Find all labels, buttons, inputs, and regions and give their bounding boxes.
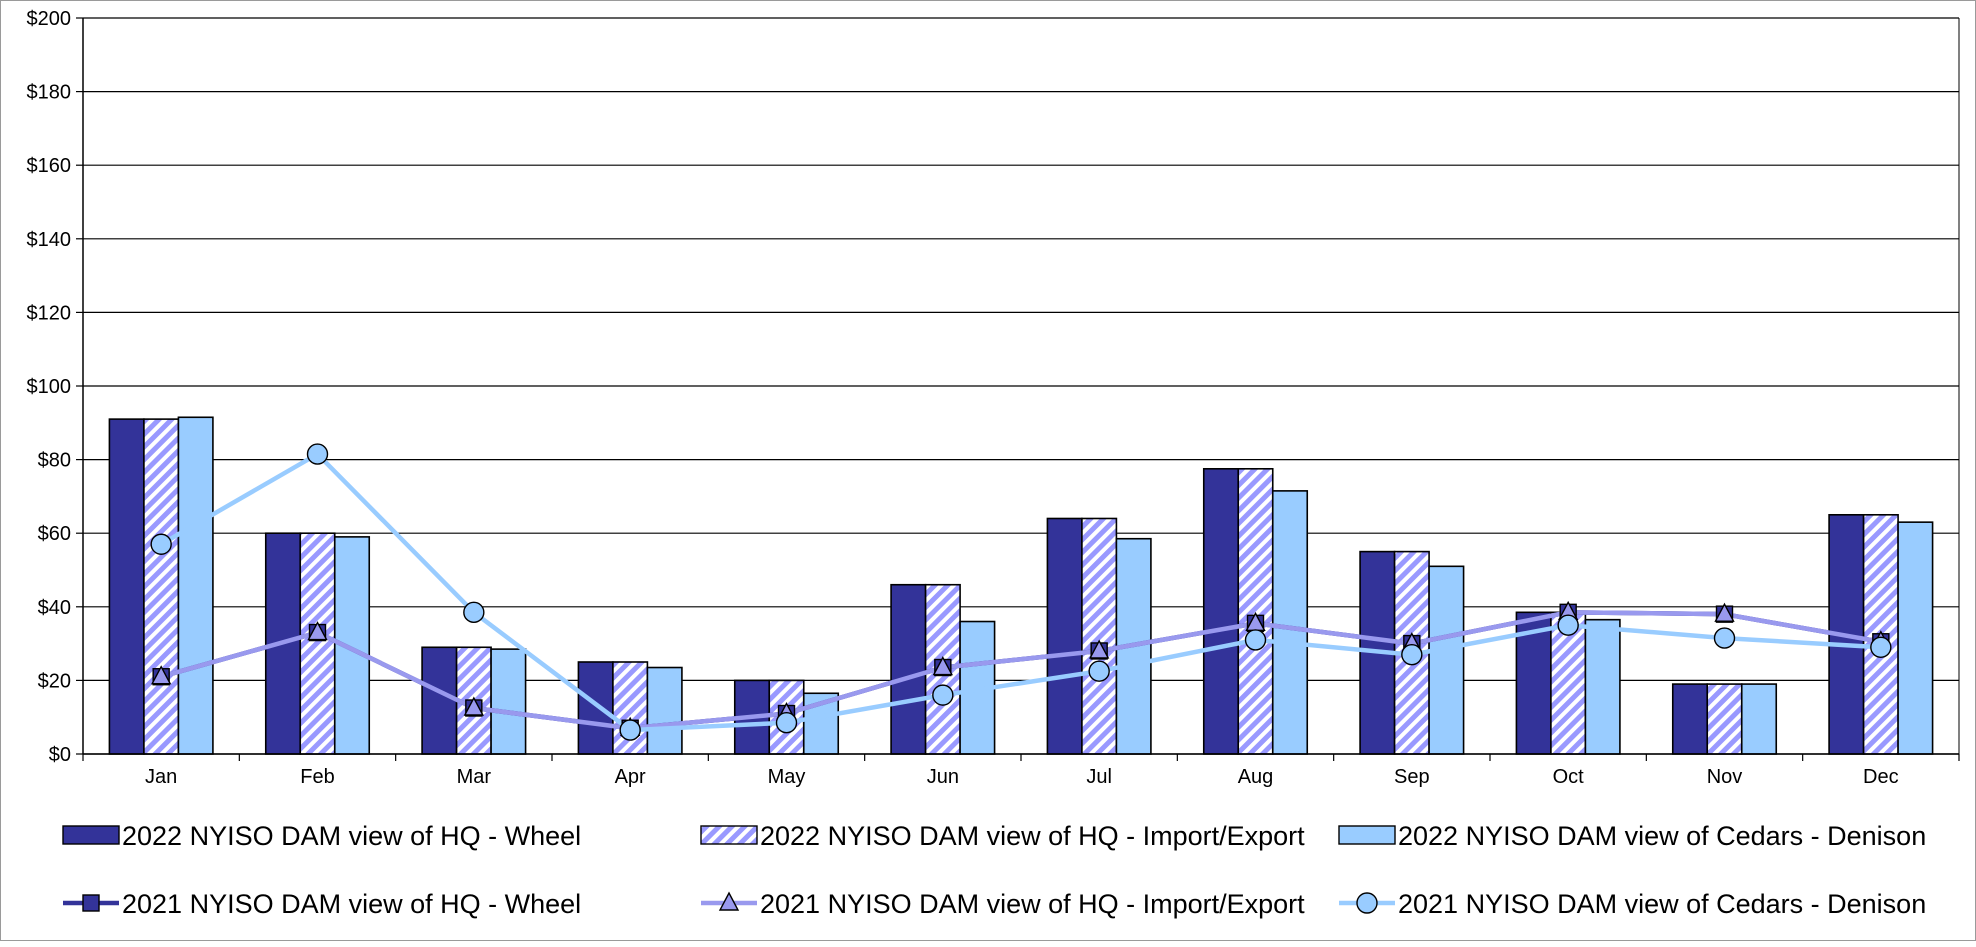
bar-1-jul (1046, 517, 1083, 755)
bar-3-dec (1897, 521, 1934, 755)
legend-label: 2022 NYISO DAM view of Cedars - Denison (1398, 821, 1926, 851)
y-tick-label: $60 (38, 523, 71, 545)
legend-item-1: 2022 NYISO DAM view of HQ - Wheel (62, 821, 581, 851)
bar-2-aug (1237, 467, 1274, 755)
x-axis: Jan Feb Mar Apr May Jun Jul Aug Sep Oct Nov Dec (82, 18, 1960, 788)
bar-1-mar (421, 646, 458, 755)
bar-2-feb (299, 532, 336, 755)
y-tick-label: $120 (27, 302, 72, 324)
bar-3-sep (1428, 565, 1465, 755)
legend: 2022 NYISO DAM view of HQ - Wheel 2022 NY… (62, 821, 1926, 919)
bar-1-aug (1202, 467, 1240, 755)
y-tick-label: $180 (27, 82, 72, 104)
line-3-point-feb (306, 443, 329, 465)
y-tick-label: $140 (27, 229, 72, 251)
legend-label: 2021 NYISO DAM view of HQ - Import/Expor… (760, 889, 1305, 919)
line-3-point-nov (1713, 627, 1736, 649)
bar-2-jul (1081, 517, 1118, 755)
line-3-point-mar (463, 601, 485, 624)
x-tick-label: Sep (1394, 766, 1430, 788)
x-tick-label: Jan (145, 766, 177, 788)
legend-item-5: 2021 NYISO DAM view of HQ - Import/Expor… (701, 889, 1305, 919)
y-axis: $0 $20 $40 $60 $80 $100 $120 $140 $160 $180 $200 (27, 8, 83, 766)
bar-3-nov (1740, 683, 1778, 755)
legend-label: 2022 NYISO DAM view of HQ - Wheel (122, 821, 581, 851)
bar-3-jan (177, 416, 214, 755)
line-series-2 (160, 610, 1882, 731)
bar-1-oct (1515, 611, 1552, 755)
legend-swatch (700, 825, 758, 845)
line-2-point-jun (932, 656, 953, 676)
legend-marker (718, 891, 740, 911)
bar-1-jan (108, 418, 145, 755)
line-3-point-sep (1401, 643, 1423, 666)
line-3-point-jan (150, 533, 172, 555)
legend-item-3: 2022 NYISO DAM view of Cedars - Denison (1338, 821, 1926, 851)
y-tick-label: $80 (38, 450, 71, 472)
x-tick-label: Aug (1238, 766, 1274, 788)
line-3-point-apr (619, 719, 641, 741)
legend-marker (1356, 892, 1378, 914)
legend-swatch (1338, 825, 1396, 845)
x-tick-label: Oct (1553, 766, 1585, 788)
bar-2-nov (1706, 683, 1743, 755)
y-tick-label: $0 (49, 744, 71, 766)
line-2-point-mar (463, 696, 484, 716)
legend-label: 2021 NYISO DAM view of HQ - Wheel (122, 889, 581, 919)
legend-label: 2021 NYISO DAM view of Cedars - Denison (1398, 889, 1926, 919)
x-tick-label: Mar (457, 766, 492, 788)
legend-item-2: 2022 NYISO DAM view of HQ - Import/Expor… (700, 821, 1305, 851)
bar-3-apr (646, 666, 683, 755)
x-tick-label: Jul (1086, 766, 1112, 788)
line-2-point-nov (1714, 602, 1735, 622)
bar-1-apr (577, 661, 614, 755)
legend-label: 2022 NYISO DAM view of HQ - Import/Expor… (760, 821, 1305, 851)
x-tick-label: Feb (300, 766, 334, 788)
y-tick-label: $20 (38, 670, 71, 692)
line-3-point-jul (1088, 660, 1110, 682)
x-tick-label: Dec (1863, 766, 1899, 788)
bar-1-nov (1671, 683, 1709, 755)
bar-2-jan (143, 418, 180, 755)
lines (150, 443, 1892, 741)
gridlines (83, 17, 1959, 755)
y-tick-label: $40 (38, 597, 71, 619)
line-3-point-may (775, 712, 798, 734)
y-tick-label: $200 (27, 8, 72, 30)
bar-1-jun (890, 583, 927, 755)
bar-3-aug (1271, 490, 1309, 755)
legend-swatch (62, 825, 120, 845)
y-tick-label: $100 (27, 376, 72, 398)
line-3-point-oct (1557, 614, 1579, 636)
x-tick-label: May (768, 766, 806, 788)
legend-item-6: 2021 NYISO DAM view of Cedars - Denison (1339, 889, 1926, 919)
line-3-point-jun (932, 684, 954, 706)
x-tick-label: Jun (927, 766, 959, 788)
bar-3-mar (490, 648, 527, 755)
y-tick-label: $160 (27, 155, 72, 177)
line-2-point-jul (1089, 639, 1110, 659)
line-2-point-feb (307, 621, 328, 641)
line-series-3 (160, 451, 1881, 733)
bars (108, 416, 1934, 755)
legend-marker (82, 894, 100, 912)
x-tick-label: Apr (615, 766, 646, 788)
x-tick-label: Nov (1707, 766, 1743, 788)
legend-item-4: 2021 NYISO DAM view of HQ - Wheel (63, 889, 581, 919)
line-2-point-jan (151, 665, 172, 685)
line-3-point-dec (1870, 636, 1892, 658)
line-3-point-aug (1244, 629, 1267, 651)
bar-3-oct (1584, 618, 1621, 755)
